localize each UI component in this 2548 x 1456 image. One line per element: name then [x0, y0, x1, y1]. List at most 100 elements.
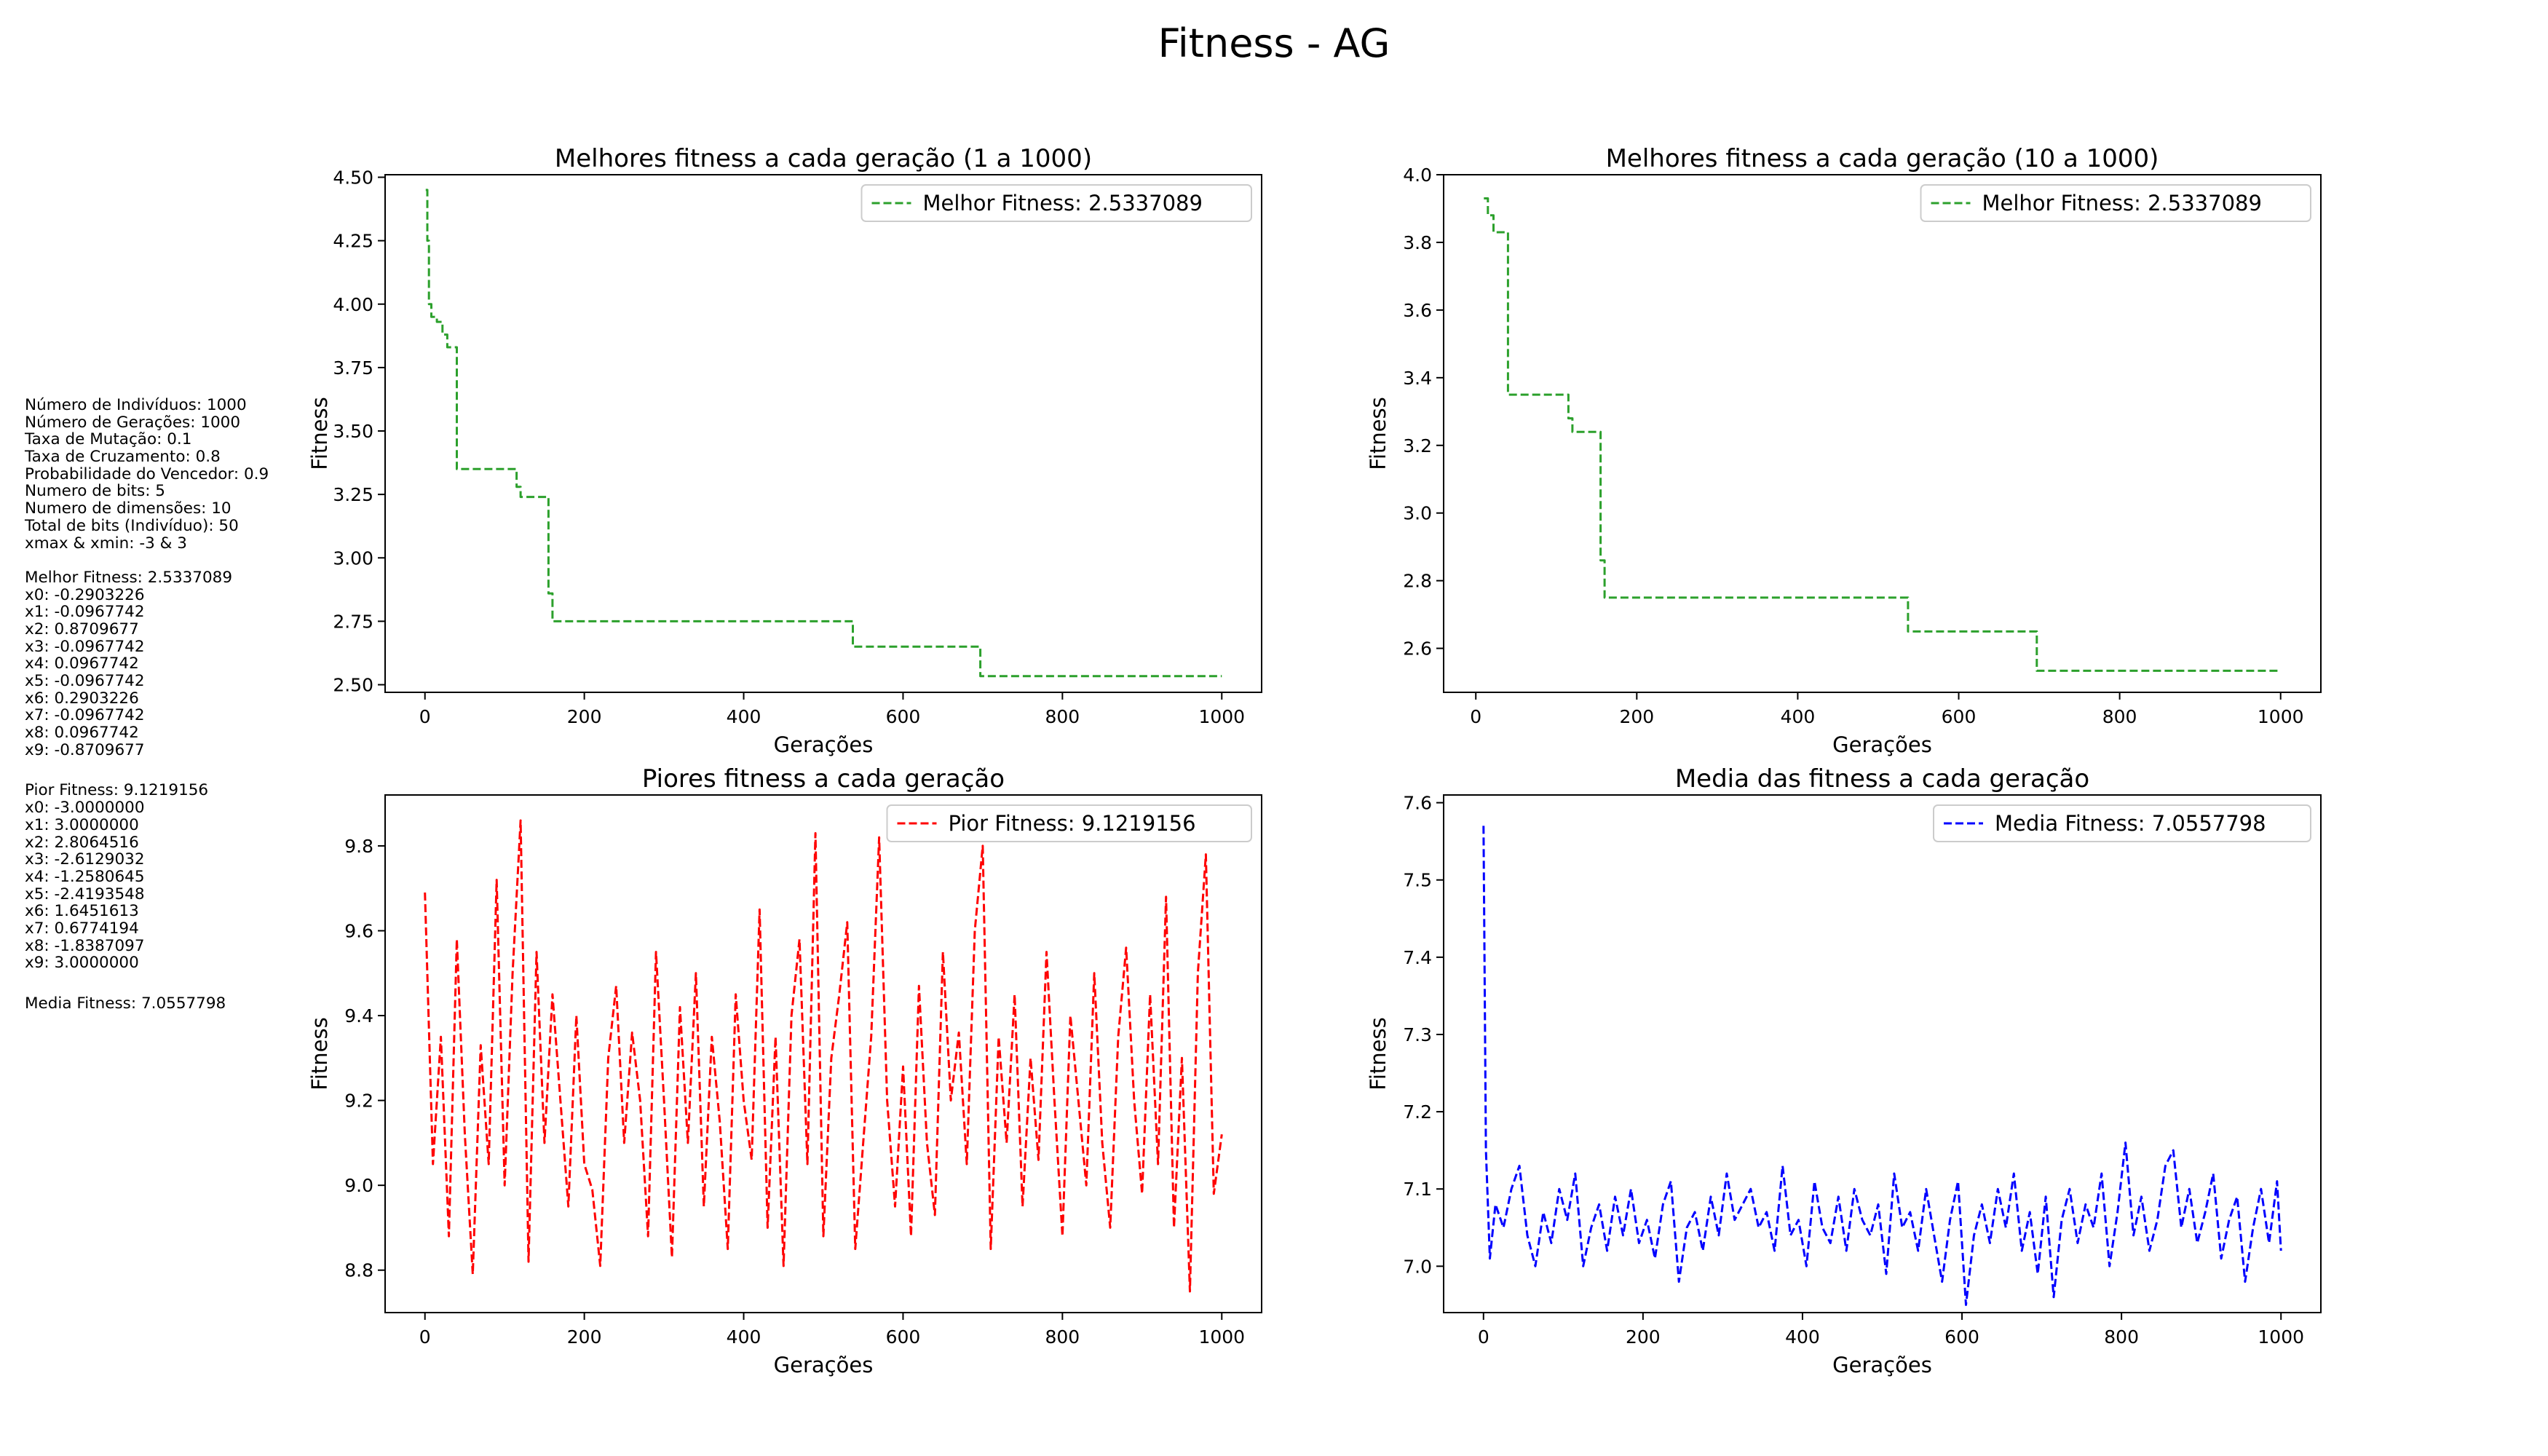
plot-mean-xtick-label: 0: [1478, 1326, 1489, 1348]
plot-best-10-legend-box: [1920, 184, 2311, 222]
plot-worst-xtick-label: 600: [886, 1326, 921, 1348]
best-line: x1: -0.0967742: [25, 603, 145, 622]
param-line: Número de Gerações: 1000: [25, 413, 241, 432]
plot-best-ylabel: Fitness: [307, 397, 332, 470]
best-line: x6: 0.2903226: [25, 689, 139, 708]
plot-best-xtick-label: 600: [886, 706, 921, 727]
plot-worst-xtick-label: 400: [727, 1326, 761, 1348]
plot-best-10-ylabel: Fitness: [1366, 397, 1390, 470]
plot-best-xtick-label: 400: [727, 706, 761, 727]
plot-best-ytick-label: 4.25: [333, 231, 373, 252]
plot-mean-xlabel: Gerações: [1832, 1353, 1932, 1377]
best-line: x4: 0.0967742: [25, 654, 139, 673]
plot-best-10-xtick-label: 1000: [2258, 706, 2304, 727]
plot-best-10-xtick-label: 600: [1942, 706, 1977, 727]
plot-worst-ytick-label: 9.6: [344, 920, 373, 941]
plot-mean-xtick-label: 600: [1944, 1326, 1979, 1348]
mean-line: Media Fitness: 7.0557798: [25, 994, 226, 1013]
worst-line: x7: 0.6774194: [25, 919, 139, 938]
plot-best-ytick-label: 2.50: [333, 675, 373, 696]
plot-best-10-ytick-label: 3.4: [1403, 368, 1432, 389]
plot-best-ytick-label: 2.75: [333, 611, 373, 632]
plot-best-ytick-label: 4.00: [333, 294, 373, 315]
plot-worst-legend-label: Pior Fitness: 9.1219156: [949, 811, 1196, 836]
worst-line: x5: -2.4193548: [25, 885, 145, 903]
plot-mean-ytick-label: 7.4: [1403, 947, 1432, 968]
worst-line: x4: -1.2580645: [25, 867, 145, 886]
plot-best-ytick-label: 3.75: [333, 357, 373, 379]
plot-mean-legend-box: [1933, 804, 2311, 842]
best-line: x7: -0.0967742: [25, 706, 145, 725]
plot-best-10-frame: [1443, 174, 2322, 693]
plot-mean-xtick-label: 800: [2104, 1326, 2139, 1348]
worst-line: x8: -1.8387097: [25, 936, 145, 955]
plot-best-10-xtick-label: 0: [1470, 706, 1481, 727]
best-line: x9: -0.8709677: [25, 740, 145, 759]
plot-worst: 0 200 400 600 800 1000 8.8 9.0 9.2 9.4 9.6 9.8 Piore…: [307, 764, 1262, 1377]
plot-best-legend-label: Melhor Fitness: 2.5337089: [923, 191, 1203, 215]
plot-best-10-xtick-label: 400: [1781, 706, 1816, 727]
plot-worst-ytick-label: 8.8: [344, 1260, 373, 1281]
plot-best-frame: [384, 174, 1262, 693]
plot-best-xtick-label: 1000: [1198, 706, 1245, 727]
worst-line: x6: 1.6451613: [25, 902, 139, 921]
plot-mean-ytick-label: 7.0: [1403, 1256, 1432, 1277]
plot-worst-series-line-0: [424, 819, 1223, 1293]
plot-best-10-xtick-label: 200: [1619, 706, 1654, 727]
plot-best-10-ytick-label: 3.2: [1403, 435, 1432, 456]
plot-best-ytick-label: 3.00: [333, 547, 373, 569]
param-line: Taxa de Mutação: 0.1: [25, 430, 192, 449]
plot-worst-ylabel: Fitness: [307, 1017, 332, 1090]
worst-line: x3: -2.6129032: [25, 850, 145, 869]
plot-best-10-ytick-label: 3.6: [1403, 300, 1432, 321]
plot-worst-title: Piores fitness a cada geração: [642, 764, 1005, 794]
plot-mean-ytick-label: 7.5: [1403, 870, 1432, 891]
plot-worst-ytick-label: 9.2: [344, 1091, 373, 1112]
plot-mean-ytick-label: 7.1: [1403, 1179, 1432, 1200]
best-line: x0: -0.2903226: [25, 585, 145, 604]
plot-best: 0 200 400 600 800 1000 2.50 2.75 3.00 3.25 3.50 3.7…: [307, 144, 1262, 757]
param-line: Numero de dimensões: 10: [25, 499, 232, 518]
plot-best-10-title: Melhores fitness a cada geração (10 a 10…: [1606, 144, 2159, 173]
plot-best-10-legend-label: Melhor Fitness: 2.5337089: [1982, 191, 2262, 215]
plot-best-ytick-label: 3.50: [333, 421, 373, 442]
plot-best-xtick-label: 0: [419, 706, 431, 727]
plot-mean-ytick-label: 7.3: [1403, 1024, 1432, 1045]
plot-best-title: Melhores fitness a cada geração (1 a 100…: [555, 144, 1092, 173]
plot-mean-xtick-label: 1000: [2258, 1326, 2304, 1348]
plot-worst-ytick-label: 9.8: [344, 836, 373, 857]
params-block: Número de Indivíduos: 1000 Número de Ger…: [25, 397, 331, 552]
best-line: x2: 0.8709677: [25, 620, 139, 638]
plot-mean-ytick-label: 7.6: [1403, 793, 1432, 814]
figure-title: Fitness - AG: [1158, 20, 1390, 66]
plot-mean-title: Media das fitness a cada geração: [1675, 764, 2089, 794]
param-line: Probabilidade do Vencedor: 0.9: [25, 464, 269, 483]
best-line: x5: -0.0967742: [25, 672, 145, 690]
plot-best-10-ytick-label: 4.0: [1403, 165, 1432, 186]
plot-best-xtick-label: 200: [567, 706, 602, 727]
plot-worst-xtick-label: 0: [419, 1326, 431, 1348]
param-line: Taxa de Cruzamento: 0.8: [25, 448, 221, 467]
plot-worst-xtick-label: 800: [1045, 1326, 1080, 1348]
plot-mean-series-line-0: [1482, 826, 2282, 1306]
best-line: x3: -0.0967742: [25, 637, 145, 656]
plot-best-xlabel: Gerações: [774, 732, 874, 757]
plot-best-ytick-label: 3.25: [333, 484, 373, 505]
plot-mean-xtick-label: 200: [1626, 1326, 1661, 1348]
plot-mean: 0 200 400 600 800 1000 7.0 7.1 7.2 7.3 7.4 7.5 7.6 Me…: [1366, 764, 2322, 1377]
plot-mean-ylabel: Fitness: [1366, 1017, 1390, 1090]
plot-mean-ytick-label: 7.2: [1403, 1101, 1432, 1123]
plot-best-10-series-line-0: [1484, 197, 2281, 672]
plot-best-10: 0 200 400 600 800 1000 2.6 2.8 3.0 3.2 3.4 3.6 3.8 4.…: [1366, 144, 2322, 757]
worst-line: x1: 3.0000000: [25, 815, 139, 834]
param-line: Total de bits (Indivíduo): 50: [25, 516, 239, 535]
best-line: Melhor Fitness: 2.5337089: [25, 568, 233, 587]
worst-line: x2: 2.8064516: [25, 833, 139, 852]
param-line: xmax & xmin: -3 & 3: [25, 534, 187, 553]
best-block: Melhor Fitness: 2.5337089 x0: -0.2903226…: [25, 569, 331, 759]
worst-line: x0: -3.0000000: [25, 799, 145, 818]
plot-best-10-xlabel: Gerações: [1832, 732, 1932, 757]
plot-mean-legend-label: Media Fitness: 7.0557798: [1995, 811, 2266, 836]
plot-best-10-xtick-label: 800: [2102, 706, 2137, 727]
